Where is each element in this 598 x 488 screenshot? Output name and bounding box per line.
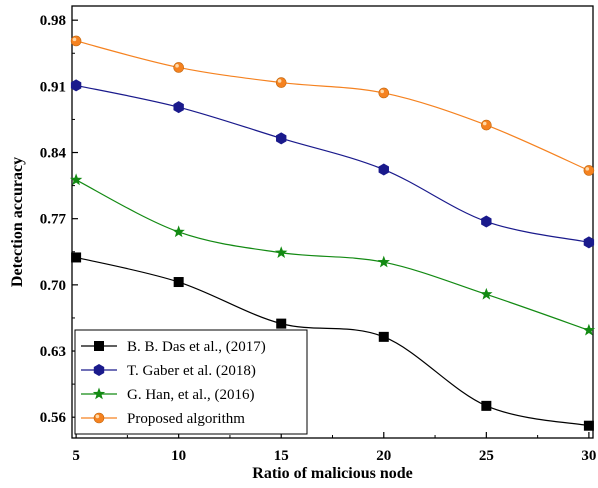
legend-item: G. Han, et al., (2016): [81, 387, 254, 403]
x-tick-label: 25: [479, 448, 494, 464]
data-point: [276, 318, 287, 329]
legend-item: B. B. Das et al., (2017): [81, 339, 266, 355]
data-point: [583, 420, 594, 431]
data-point: [480, 287, 493, 300]
data-point: [69, 173, 83, 186]
series-line: [75, 256, 590, 427]
y-tick-label: 0.63: [40, 344, 66, 360]
data-point: [583, 236, 595, 249]
data-point: [276, 132, 287, 145]
legend-marker: [93, 412, 105, 424]
x-tick-label: 20: [376, 448, 391, 464]
legend-marker: [92, 387, 106, 400]
series-3: [70, 35, 595, 176]
data-point: [582, 323, 596, 336]
y-axis-title: Detection accuracy: [9, 157, 26, 287]
data-point: [583, 165, 595, 176]
x-tick-label: 30: [581, 448, 596, 464]
data-point: [173, 62, 184, 73]
data-point: [377, 255, 390, 268]
x-tick-label: 5: [72, 448, 80, 464]
legend-label: G. Han, et al., (2016): [127, 387, 254, 403]
x-tick-label: 15: [274, 448, 289, 464]
data-point: [70, 35, 82, 47]
data-point: [70, 79, 82, 92]
data-point: [173, 101, 184, 114]
x-axis-title: Ratio of malicious node: [252, 465, 412, 482]
y-tick-label: 0.91: [40, 79, 66, 95]
data-point: [71, 252, 82, 263]
legend-item: T. Gaber et al. (2018): [81, 363, 256, 379]
legend-label: Proposed algorithm: [127, 411, 245, 427]
data-point: [378, 87, 390, 99]
data-point: [378, 331, 389, 342]
data-point: [481, 400, 492, 411]
y-tick-label: 0.77: [40, 212, 67, 228]
series-line: [75, 179, 590, 331]
legend-label: B. B. Das et al., (2017): [127, 339, 266, 355]
y-tick-label: 0.56: [40, 410, 67, 426]
marker-highlight: [277, 79, 282, 83]
series-layer: [69, 35, 596, 431]
series-line: [75, 84, 590, 243]
data-point: [378, 163, 389, 176]
legend-item: Proposed algorithm: [81, 411, 245, 427]
marker-highlight: [585, 167, 590, 171]
series-2: [69, 173, 596, 336]
y-axis-ticks: 0.56 0.63 0.70 0.77 0.84 0.91 0.98: [40, 13, 78, 426]
marker-highlight: [175, 64, 179, 68]
legend: B. B. Das et al., (2017) T. Gaber et al. …: [74, 329, 308, 435]
data-point: [172, 225, 185, 238]
y-tick-label: 0.98: [40, 13, 66, 29]
data-point: [173, 277, 184, 288]
y-tick-label: 0.70: [40, 278, 66, 294]
x-tick-label: 10: [171, 448, 186, 464]
x-axis-ticks: 5 10 15 20 25 30: [72, 432, 596, 464]
marker-highlight: [72, 37, 77, 42]
legend-marker: [93, 364, 105, 376]
data-point: [481, 119, 492, 131]
series-line: [75, 40, 590, 172]
marker-highlight: [482, 121, 487, 126]
y-tick-label: 0.84: [40, 146, 67, 162]
series-1: [70, 79, 595, 249]
data-point: [481, 215, 492, 228]
legend-box: [74, 329, 308, 435]
legend-label: T. Gaber et al. (2018): [127, 363, 256, 379]
series-0: [71, 252, 594, 431]
data-point: [275, 77, 287, 88]
marker-highlight: [380, 89, 384, 94]
marker-highlight: [95, 414, 100, 419]
legend-marker: [94, 341, 104, 351]
data-point: [275, 246, 288, 258]
